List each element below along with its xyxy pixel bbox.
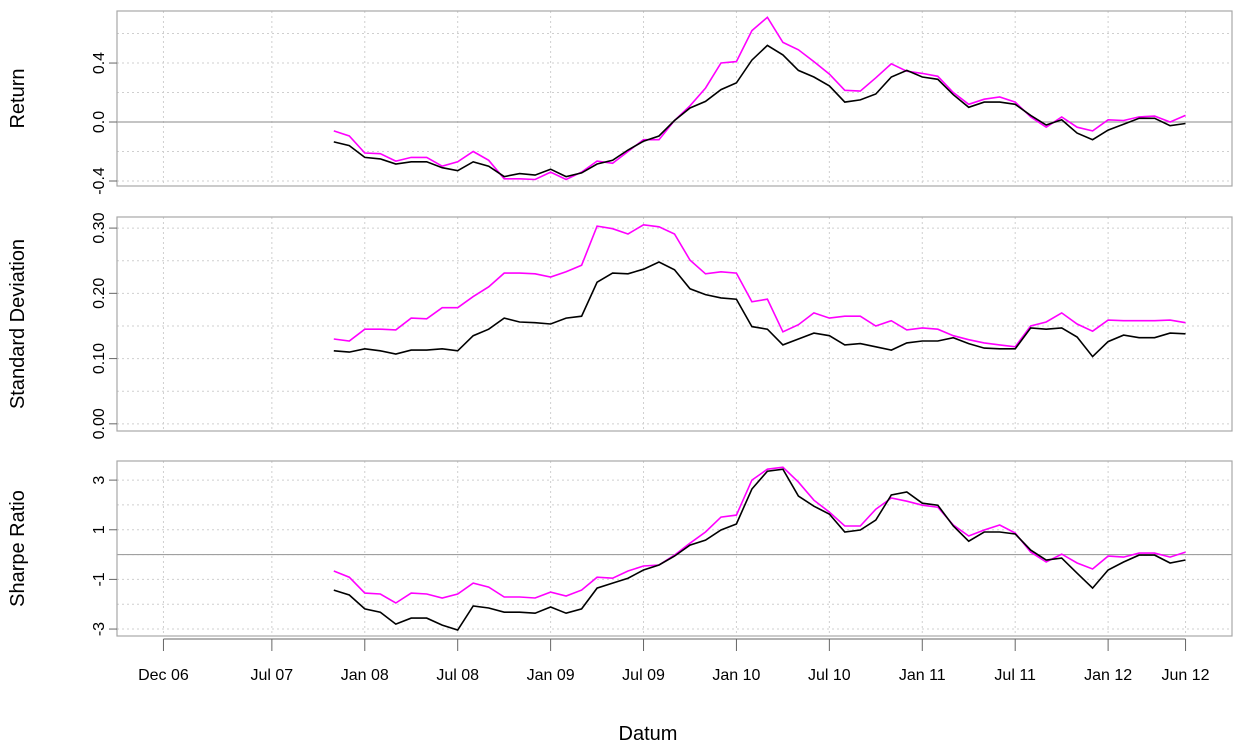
x-tick-label: Jun 12 xyxy=(1162,667,1210,684)
x-tick-label: Jan 12 xyxy=(1084,667,1132,684)
y-tick-label: 0.20 xyxy=(91,278,108,309)
x-tick-label: Jul 10 xyxy=(808,667,851,684)
x-tick-label: Jan 08 xyxy=(341,667,389,684)
x-tick-label: Jul 07 xyxy=(251,667,294,684)
y-tick-label: 0.0 xyxy=(91,111,108,133)
x-tick-label: Jan 11 xyxy=(899,667,946,684)
y-tick-label: 1 xyxy=(91,525,108,534)
y-axis-label: Standard Deviation xyxy=(7,239,29,409)
y-tick-label: -0.4 xyxy=(91,167,108,195)
x-tick-label: Jul 09 xyxy=(622,667,665,684)
y-axis-label: Sharpe Ratio xyxy=(7,490,29,607)
y-tick-label: 3 xyxy=(91,476,108,485)
x-tick-label: Dec 06 xyxy=(138,667,189,684)
panel-frame xyxy=(116,216,1233,432)
y-axis-label: Return xyxy=(7,68,29,128)
y-tick-label: 0.4 xyxy=(91,52,108,74)
x-tick-label: Jul 08 xyxy=(436,667,479,684)
series-line xyxy=(333,261,1186,358)
series-line xyxy=(333,16,1186,181)
y-tick-label: 0.00 xyxy=(91,408,108,439)
x-tick-label: Jul 11 xyxy=(994,667,1036,684)
panel-frame xyxy=(116,10,1233,187)
panel-frame xyxy=(116,460,1233,637)
x-axis-label: Datum xyxy=(619,723,678,745)
y-tick-label: 0.10 xyxy=(91,343,108,374)
y-tick-label: -1 xyxy=(91,572,108,586)
series-line xyxy=(333,466,1186,604)
series-line xyxy=(333,468,1186,631)
y-tick-label: 0.30 xyxy=(91,212,108,243)
x-tick-label: Jan 10 xyxy=(712,667,760,684)
x-tick-label: Jan 09 xyxy=(527,667,575,684)
series-line xyxy=(333,223,1186,348)
y-tick-label: -3 xyxy=(91,622,108,636)
series-line xyxy=(333,44,1186,178)
